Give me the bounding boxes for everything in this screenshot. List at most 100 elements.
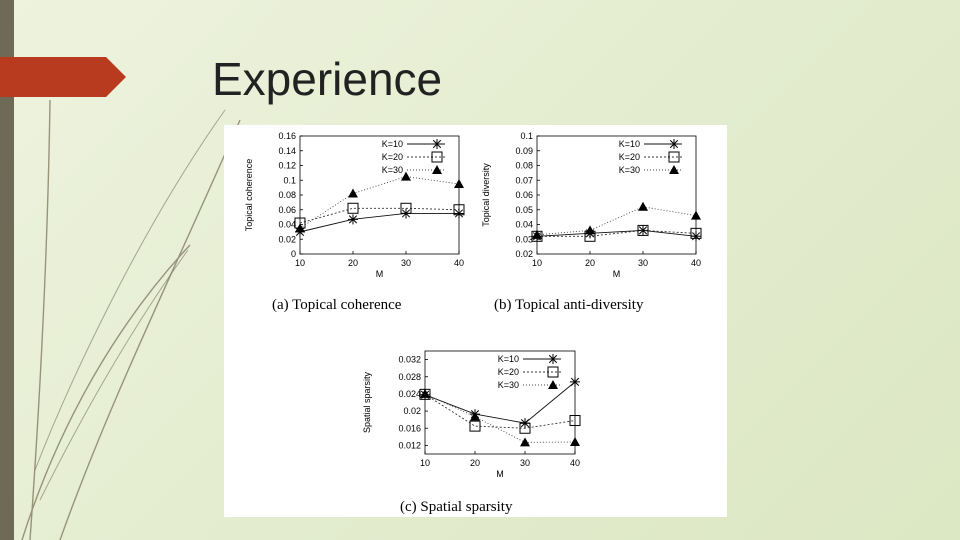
data-point (638, 201, 648, 211)
legend-marker (548, 354, 558, 364)
series-line (537, 229, 697, 237)
data-point (420, 388, 430, 398)
x-tick-label: 10 (295, 258, 305, 268)
series-line (536, 206, 697, 236)
y-tick-label: 0.03 (515, 234, 533, 244)
legend-label: K=20 (382, 152, 403, 162)
series-K=20 (419, 388, 581, 434)
data-point (570, 376, 580, 387)
x-tick-label: 30 (401, 258, 411, 268)
legend-label: K=20 (498, 367, 519, 377)
legend-label: K=10 (619, 139, 640, 149)
y-tick-label: 0.024 (398, 389, 421, 399)
data-point (585, 225, 595, 235)
data-point (570, 436, 580, 446)
data-point (400, 202, 412, 214)
chart-2: 0.02 0.03 0.04 0.05 0.06 0.07 0.08 0.09 0.1 10 20 3… (481, 131, 702, 313)
x-tick-label: 40 (454, 258, 464, 268)
y-tick-label: 0.1 (283, 175, 296, 185)
series-K=10 (532, 225, 701, 242)
data-point (454, 208, 464, 219)
x-axis-label: M (376, 269, 384, 279)
series-line (424, 393, 576, 429)
y-tick-label: 0.16 (278, 131, 296, 141)
series-K=20 (294, 202, 465, 229)
y-tick-label: 0.05 (515, 205, 533, 215)
x-axis-label: M (613, 269, 621, 279)
data-point (519, 422, 531, 434)
x-tick-label: 30 (638, 258, 648, 268)
legend-marker (668, 151, 680, 163)
y-tick-label: 0 (291, 249, 296, 259)
data-point (348, 214, 358, 225)
data-point (454, 178, 464, 188)
data-point (469, 420, 481, 432)
chart-caption: (c) Spatial sparsity (400, 499, 513, 515)
chart-1: 0 0.02 0.04 0.06 0.08 0.1 0.12 0.14 0.16 10 20 30 40… (244, 131, 465, 313)
y-tick-label: 0.04 (515, 220, 533, 230)
data-point (691, 231, 701, 242)
y-tick-label: 0.02 (278, 234, 296, 244)
series-K=30 (295, 171, 464, 233)
data-point (520, 437, 530, 447)
legend-marker (669, 165, 679, 174)
y-tick-label: 0.028 (398, 372, 421, 382)
data-point (569, 415, 581, 427)
plot-frame (299, 135, 460, 255)
data-point (691, 210, 701, 220)
y-tick-label: 0.012 (398, 440, 421, 450)
y-tick-label: 0.032 (398, 355, 421, 365)
series-K=10 (295, 208, 464, 237)
series-K=30 (532, 201, 701, 239)
data-point (401, 171, 411, 181)
figure-charts: 0 0.02 0.04 0.06 0.08 0.1 0.12 0.14 0.16 10 20 30 40… (244, 131, 702, 515)
series-line (299, 176, 460, 229)
x-tick-label: 10 (420, 458, 430, 468)
y-tick-label: 0.02 (403, 406, 421, 416)
y-tick-label: 0.08 (515, 161, 533, 171)
data-point (453, 204, 465, 216)
x-axis-label: M (496, 469, 504, 479)
legend-label: K=30 (619, 165, 640, 175)
legend-marker (669, 139, 679, 149)
left-accent-band (0, 0, 14, 540)
series-line (536, 229, 697, 237)
data-point (532, 229, 542, 239)
data-point (347, 202, 359, 214)
y-tick-label: 0.12 (278, 161, 296, 171)
y-axis-label: Spatial sparsity (362, 371, 372, 433)
y-tick-label: 0.016 (398, 423, 421, 433)
data-point (637, 224, 649, 236)
y-tick-label: 0.09 (515, 146, 533, 156)
data-point (690, 227, 702, 239)
chart-caption: (a) Topical coherence (272, 297, 402, 313)
chart-caption: (b) Topical anti-diversity (494, 297, 644, 313)
legend-marker (548, 380, 558, 389)
series-line (299, 207, 460, 224)
legend-marker (547, 366, 559, 378)
series-line (424, 381, 576, 424)
legend-marker (432, 165, 442, 174)
x-tick-label: 20 (585, 258, 595, 268)
y-tick-label: 0.06 (515, 190, 533, 200)
legend-label: K=30 (498, 380, 519, 390)
y-tick-label: 0.14 (278, 146, 296, 156)
figure-panel: 0 0.02 0.04 0.06 0.08 0.1 0.12 0.14 0.16 10 20 30 40… (224, 125, 727, 517)
y-tick-label: 0.04 (278, 220, 296, 230)
y-tick-label: 0.1 (520, 131, 533, 141)
chart-3: 0.012 0.016 0.02 0.024 0.028 0.032 10 20 30 40 M Sp… (362, 350, 581, 515)
x-tick-label: 40 (570, 458, 580, 468)
y-tick-label: 0.08 (278, 190, 296, 200)
title-accent-arrow (0, 57, 126, 97)
data-point (470, 411, 480, 421)
legend-marker (431, 151, 443, 163)
series-line (299, 212, 459, 233)
slide-title: Experience (212, 53, 443, 105)
legend-label: K=20 (619, 152, 640, 162)
y-axis-label: Topical coherence (244, 159, 254, 232)
x-tick-label: 20 (348, 258, 358, 268)
legend-marker (432, 139, 442, 149)
series-K=20 (531, 224, 702, 242)
plot-frame (424, 350, 576, 455)
series-line (424, 393, 576, 443)
